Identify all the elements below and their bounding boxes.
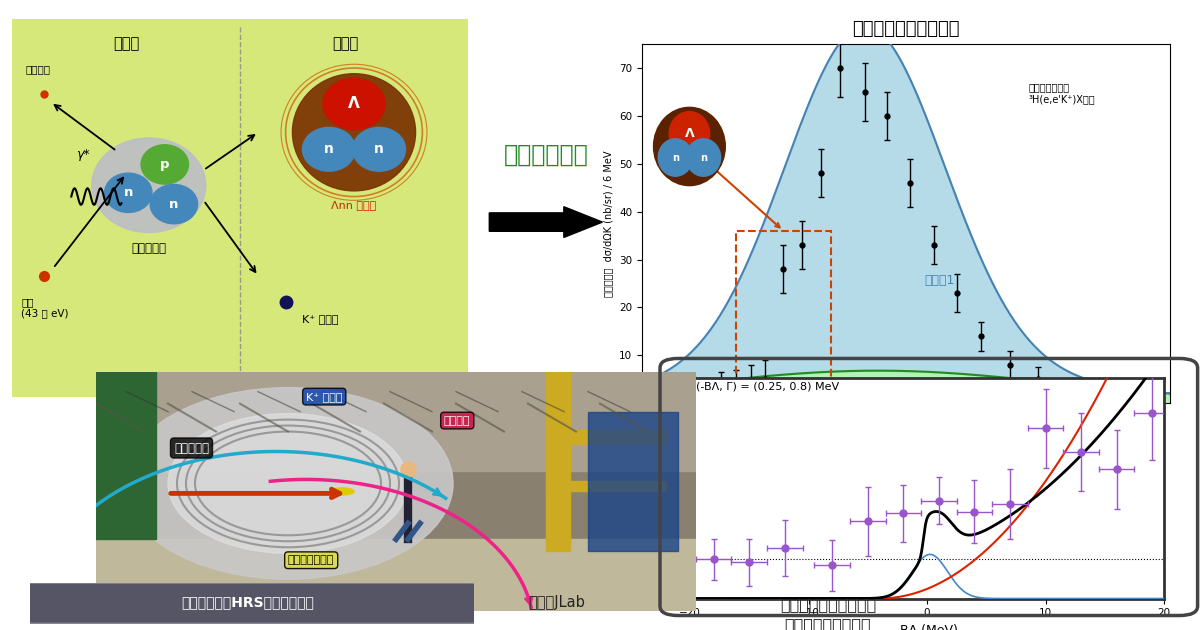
Bar [546,430,666,444]
Bar [96,372,696,471]
Text: K⁺ 中間子: K⁺ 中間子 [301,314,338,324]
Text: n: n [324,142,334,156]
Bar [737,231,830,403]
Text: 散乱電子: 散乱電子 [25,64,50,74]
FancyArrow shape [490,207,602,238]
Text: n: n [374,142,384,156]
Circle shape [142,145,188,184]
Circle shape [686,139,720,176]
Text: K⁺ 中間子: K⁺ 中間子 [306,392,342,402]
FancyBboxPatch shape [0,8,481,408]
Text: 電子ビーム: 電子ビーム [174,442,209,454]
Circle shape [92,138,206,232]
Text: p: p [160,158,169,171]
Text: n: n [169,198,179,210]
Text: n: n [700,152,707,163]
Bar [96,539,696,611]
Ellipse shape [330,488,354,495]
Ellipse shape [293,74,415,191]
Text: 反応確率（断面積）の: 反応確率（断面積）の [780,597,876,612]
Text: Λnn 原子核: Λnn 原子核 [331,200,377,210]
Text: 上限値の決定に成功: 上限値の決定に成功 [785,617,871,630]
Bar [546,372,570,551]
Bar [96,372,156,539]
Text: 反応前: 反応前 [113,36,139,51]
Text: 高分解能解析: 高分解能解析 [504,142,588,166]
X-axis label: 束縛エネルギー  -BΛ (MeV): 束縛エネルギー -BΛ (MeV) [856,428,956,438]
Text: n: n [124,186,133,199]
Y-axis label: dσ/dΩ (nb/sr/2 MeV): dσ/dΩ (nb/sr/2 MeV) [652,436,661,541]
Bar [588,411,678,551]
Text: 散乱電子: 散乱電子 [444,416,470,426]
Text: ノイズ1: ノイズ1 [925,273,955,287]
Text: 米国・JLab: 米国・JLab [528,595,584,610]
Bar [546,481,666,491]
FancyBboxPatch shape [7,583,487,624]
Text: Λ: Λ [684,127,695,140]
Ellipse shape [654,107,725,186]
Text: トリチウム: トリチウム [131,242,167,255]
Circle shape [323,78,385,130]
Text: 反応後: 反応後 [331,36,358,51]
Circle shape [353,127,406,171]
Circle shape [150,185,198,224]
Text: トリチウム標的: トリチウム標的 [288,555,335,565]
Ellipse shape [168,413,408,553]
X-axis label: -BΛ (MeV): -BΛ (MeV) [896,624,958,630]
Text: Λ: Λ [348,96,360,112]
Text: トリチウム標的
³H(e,e'K⁺)X反応: トリチウム標的 ³H(e,e'K⁺)X反応 [1028,83,1096,104]
Circle shape [302,127,355,171]
Circle shape [104,173,152,212]
Text: (-BΛ, Γ) = (0.25, 0.8) MeV: (-BΛ, Γ) = (0.25, 0.8) MeV [696,381,839,391]
Text: γ*: γ* [76,149,90,161]
Text: 電子
(43 億 eV): 電子 (43 億 eV) [22,297,68,318]
Text: ノイズ2: ノイズ2 [1009,376,1037,386]
Ellipse shape [124,387,454,579]
Circle shape [670,112,709,156]
Y-axis label: 反応断面積  dσ/dΩK (nb/sr) / 6 MeV: 反応断面積 dσ/dΩK (nb/sr) / 6 MeV [604,151,613,297]
Text: Λnn 探索領域: Λnn 探索領域 [671,146,780,227]
Text: n: n [672,152,679,163]
Title: 得られたスペクトラム: 得られたスペクトラム [852,20,960,38]
Circle shape [659,139,692,176]
Text: 磁気分光器・HRS（左右二台）: 磁気分光器・HRS（左右二台） [181,595,314,609]
